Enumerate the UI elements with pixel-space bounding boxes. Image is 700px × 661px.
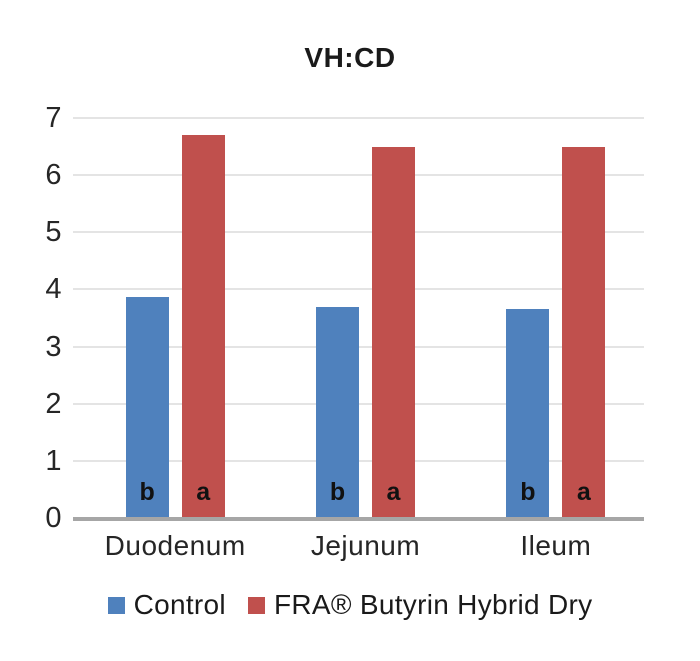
y-tick-label-7: 7 [45, 102, 62, 134]
significance-letter: b [520, 478, 536, 506]
bar-control-duodenum: b [125, 297, 169, 518]
y-tick-label-5: 5 [45, 216, 62, 249]
y-tick-label-3: 3 [45, 330, 62, 363]
legend-item-control: Control [107, 589, 226, 621]
x-axis-line [73, 517, 644, 521]
x-category-label-ileum: Ileum [520, 530, 592, 561]
legend-swatch-fra-butyrin-hybrid-dry [247, 596, 265, 614]
significance-letter: a [576, 478, 591, 506]
gridline-4 [73, 288, 644, 291]
bar-control-jejunum: b [316, 306, 359, 518]
significance-letter: a [196, 478, 211, 506]
legend-label-control: Control [133, 589, 226, 620]
gridline-6 [73, 174, 644, 177]
chart-title: VH:CD [304, 42, 396, 73]
y-tick-label-1: 1 [45, 444, 62, 477]
y-tick-label-6: 6 [45, 159, 62, 192]
bar-fra-butyrin-hybrid-dry-duodenum: a [181, 135, 225, 518]
gridline-5 [73, 231, 644, 234]
y-axis: 0 1 2 3 4 5 6 7 [0, 103, 62, 533]
y-tick-label-0: 0 [45, 502, 62, 534]
bar-fra-butyrin-hybrid-dry-jejunum: a [372, 146, 415, 518]
legend-item-fra-butyrin-hybrid-dry: FRA® Butyrin Hybrid Dry [247, 589, 593, 621]
significance-letter: b [329, 478, 346, 506]
x-category-label-jejunum: Jejunum [310, 530, 421, 561]
significance-letter: a [386, 478, 401, 506]
legend-swatch-control [107, 596, 125, 614]
y-tick-label-4: 4 [45, 273, 62, 306]
x-axis: Duodenum Jejunum Ileum [73, 530, 644, 562]
x-category-label-duodenum: Duodenum [104, 530, 246, 561]
gridline-7 [73, 117, 644, 119]
significance-letter: b [139, 478, 155, 506]
legend: Control FRA® Butyrin Hybrid Dry [0, 589, 700, 621]
y-tick-label-2: 2 [45, 387, 62, 420]
legend-label-fra-butyrin-hybrid-dry: FRA® Butyrin Hybrid Dry [273, 589, 593, 620]
bar-control-ileum: b [506, 309, 550, 518]
bar-fra-butyrin-hybrid-dry-ileum: a [562, 146, 606, 518]
